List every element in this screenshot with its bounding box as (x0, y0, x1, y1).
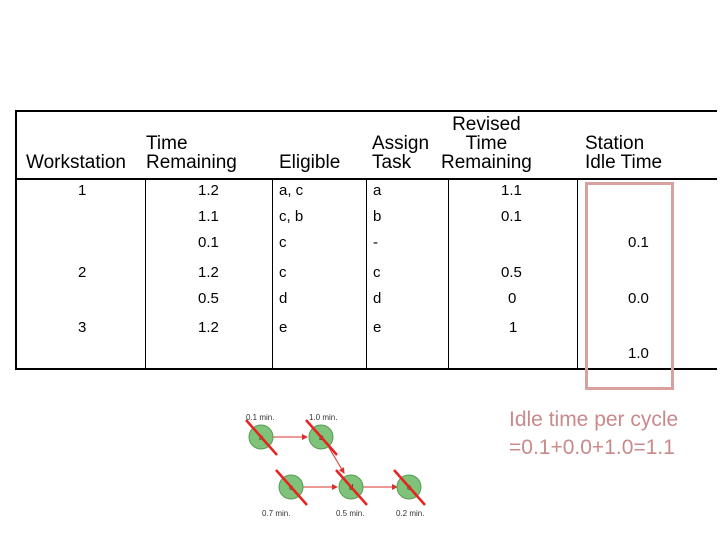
table-cell-workstation: 1 (78, 182, 87, 199)
header-assign-task: Assign Task (372, 133, 430, 173)
table-cell-time-remaining: 0.5 (198, 290, 219, 307)
cross-mark-b (305, 419, 338, 456)
header-time-remaining: Time Remaining (146, 133, 237, 173)
table-bottom-rule (15, 368, 717, 370)
table-cell-eligible: e (279, 319, 288, 336)
table-cell-revised: 1 (509, 319, 518, 336)
table-cell-workstation: 2 (78, 264, 87, 281)
table-cell-eligible: c, b (279, 208, 304, 225)
header-eligible: Eligible (279, 152, 341, 173)
table-cell-idle: 0.1 (628, 234, 649, 251)
cross-mark-e (393, 469, 426, 506)
precedence-diagram: a b c d e 0.1 min. 1.0 min. 0.7 min. 0.5… (245, 413, 426, 518)
node-b-time: 1.0 min. (309, 413, 337, 422)
node-d-time: 0.5 min. (336, 509, 364, 518)
table-cell-eligible: c (279, 234, 287, 251)
node-a-time: 0.1 min. (246, 413, 274, 422)
node-c-time: 0.7 min. (262, 509, 290, 518)
idle-time-highlight-box (585, 182, 674, 390)
table-cell-time-remaining: 1.1 (198, 208, 219, 225)
table-cell-eligible: a, c (279, 182, 304, 199)
cross-mark-d (335, 469, 368, 506)
table-cell-assign: a (373, 182, 382, 199)
table-cell-idle: 1.0 (628, 345, 649, 362)
column-divider-2 (272, 178, 273, 369)
column-divider-3 (366, 178, 367, 369)
cross-mark-c (275, 469, 308, 506)
arrow-b-d (327, 445, 345, 474)
cross-mark-a (245, 419, 278, 456)
table-cell-idle: 0.0 (628, 290, 649, 307)
table-cell-revised: 0.1 (501, 208, 522, 225)
table-cell-revised: 0.5 (501, 264, 522, 281)
table-cell-assign: b (373, 208, 382, 225)
header-workstation: Workstation (26, 152, 126, 173)
table-cell-workstation: 3 (78, 319, 87, 336)
table-cell-time-remaining: 1.2 (198, 264, 219, 281)
table-cell-assign: d (373, 290, 382, 307)
column-divider-5 (577, 178, 578, 369)
table-cell-eligible: c (279, 264, 287, 281)
table-cell-assign: e (373, 319, 382, 336)
header-station-idle-time: Station Idle Time (585, 133, 663, 173)
header-revised-time-remaining: Revised Time Remaining (441, 114, 532, 173)
table-cell-time-remaining: 1.2 (198, 319, 219, 336)
table-top-rule (15, 110, 717, 112)
table-left-rule (15, 110, 17, 370)
column-divider-1 (145, 178, 146, 369)
column-divider-4 (448, 178, 449, 369)
table-cell-assign: - (373, 234, 378, 251)
table-cell-time-remaining: 1.2 (198, 182, 219, 199)
table-cell-revised: 0 (508, 290, 517, 307)
table-cell-time-remaining: 0.1 (198, 234, 219, 251)
table-cell-assign: c (373, 264, 381, 281)
table-cell-revised: 1.1 (501, 182, 522, 199)
table-cell-eligible: d (279, 290, 288, 307)
idle-time-note-line1: Idle time per cycle (509, 408, 679, 431)
idle-time-note-line2: =0.1+0.0+1.0=1.1 (509, 436, 675, 459)
node-e-time: 0.2 min. (396, 509, 424, 518)
